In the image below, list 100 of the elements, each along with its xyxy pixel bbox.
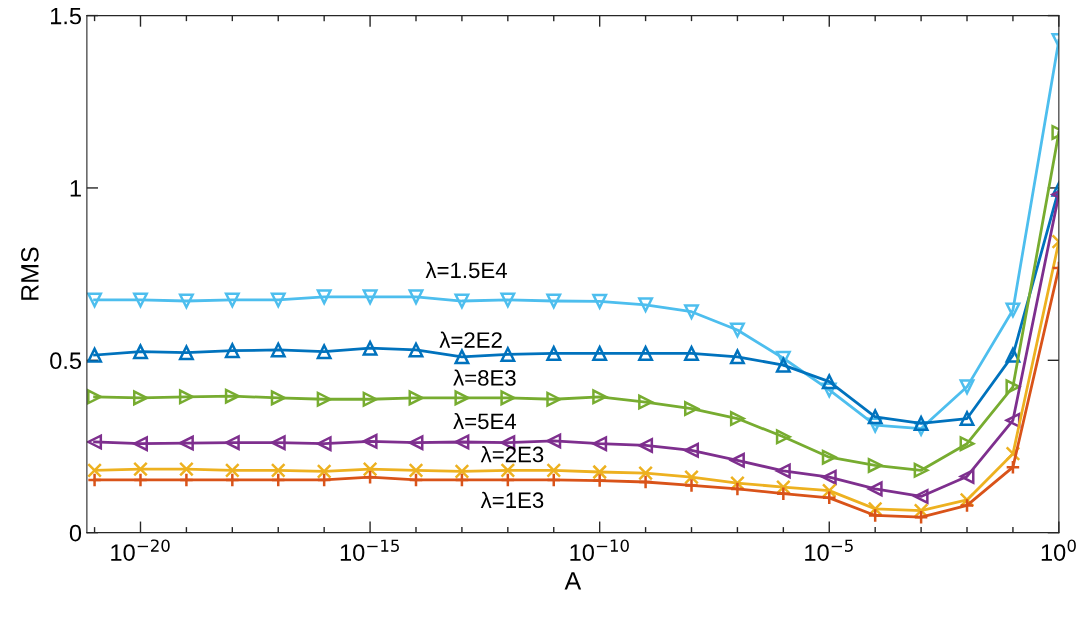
point xyxy=(867,507,883,523)
point xyxy=(729,322,745,338)
y-tick-label: 0 xyxy=(69,524,82,542)
point xyxy=(500,292,516,308)
point xyxy=(867,481,883,497)
point xyxy=(87,462,103,478)
point xyxy=(821,374,837,390)
point xyxy=(316,344,332,360)
point xyxy=(362,461,378,477)
point xyxy=(454,390,470,406)
point xyxy=(638,474,654,490)
point xyxy=(684,401,700,417)
point xyxy=(821,483,837,499)
point xyxy=(87,434,103,450)
point xyxy=(638,394,654,410)
point xyxy=(592,293,608,309)
series-label: λ=1.5E4 xyxy=(425,261,507,279)
series-label: λ=5E4 xyxy=(453,412,517,430)
point xyxy=(132,292,148,308)
point xyxy=(87,389,103,405)
point xyxy=(316,391,332,407)
series-label: λ=2E3 xyxy=(480,446,544,463)
series-label: λ=8E3 xyxy=(453,369,516,386)
point xyxy=(913,415,929,431)
point xyxy=(638,465,654,481)
point xyxy=(546,391,562,407)
point xyxy=(224,435,240,451)
point xyxy=(500,472,516,488)
point xyxy=(132,390,148,406)
point xyxy=(729,349,745,365)
point xyxy=(270,390,286,406)
point xyxy=(729,411,745,427)
point xyxy=(959,497,975,513)
point xyxy=(592,464,608,480)
x-tick-label: 10$^{−5}$ xyxy=(805,539,853,561)
point xyxy=(362,433,378,449)
point xyxy=(729,452,745,468)
point xyxy=(684,345,700,361)
point xyxy=(178,472,194,488)
point xyxy=(959,411,975,427)
point xyxy=(592,345,608,361)
point xyxy=(178,435,194,451)
point xyxy=(224,462,240,478)
point xyxy=(87,292,103,308)
point xyxy=(821,490,837,506)
point xyxy=(775,486,791,502)
point xyxy=(454,434,470,450)
point xyxy=(224,292,240,308)
point xyxy=(913,509,929,525)
point xyxy=(821,469,837,485)
point xyxy=(408,390,424,406)
point xyxy=(638,297,654,313)
point xyxy=(316,436,332,452)
point xyxy=(178,461,194,477)
point xyxy=(638,437,654,453)
point xyxy=(270,472,286,488)
point xyxy=(1005,459,1021,475)
point xyxy=(132,472,148,488)
point xyxy=(408,289,424,305)
point xyxy=(1005,302,1021,318)
point xyxy=(500,390,516,406)
point xyxy=(454,349,470,365)
point xyxy=(132,436,148,452)
point xyxy=(913,488,929,504)
point xyxy=(362,340,378,356)
point xyxy=(546,433,562,449)
point xyxy=(362,391,378,407)
point xyxy=(1005,379,1021,395)
point xyxy=(684,442,700,458)
x-tick-label: 10$^{−10}$ xyxy=(570,539,629,561)
point xyxy=(224,388,240,404)
x-tick-label: 10$^{−20}$ xyxy=(111,539,170,561)
x-tick-label: 10$^{−15}$ xyxy=(340,539,399,561)
point xyxy=(959,468,975,484)
point xyxy=(546,472,562,488)
point xyxy=(546,293,562,309)
point xyxy=(867,457,883,473)
point xyxy=(224,343,240,359)
point xyxy=(592,436,608,452)
series-label: λ=1E3 xyxy=(480,491,544,509)
x-tick-label: 10$^{0}$ xyxy=(1041,539,1076,561)
point xyxy=(87,472,103,488)
series-label: λ=2E2 xyxy=(439,331,502,348)
point xyxy=(132,344,148,360)
point xyxy=(87,347,103,363)
point xyxy=(408,462,424,478)
point xyxy=(270,435,286,451)
x-axis-title: A xyxy=(564,572,582,590)
y-axis-title: RMS xyxy=(21,247,39,300)
y-tick-label: 1 xyxy=(70,180,81,197)
point xyxy=(362,469,378,485)
point xyxy=(408,342,424,358)
point xyxy=(362,289,378,305)
point xyxy=(316,472,332,488)
point xyxy=(546,345,562,361)
point xyxy=(454,293,470,309)
point xyxy=(270,462,286,478)
point xyxy=(684,477,700,493)
point xyxy=(132,461,148,477)
point xyxy=(500,346,516,362)
